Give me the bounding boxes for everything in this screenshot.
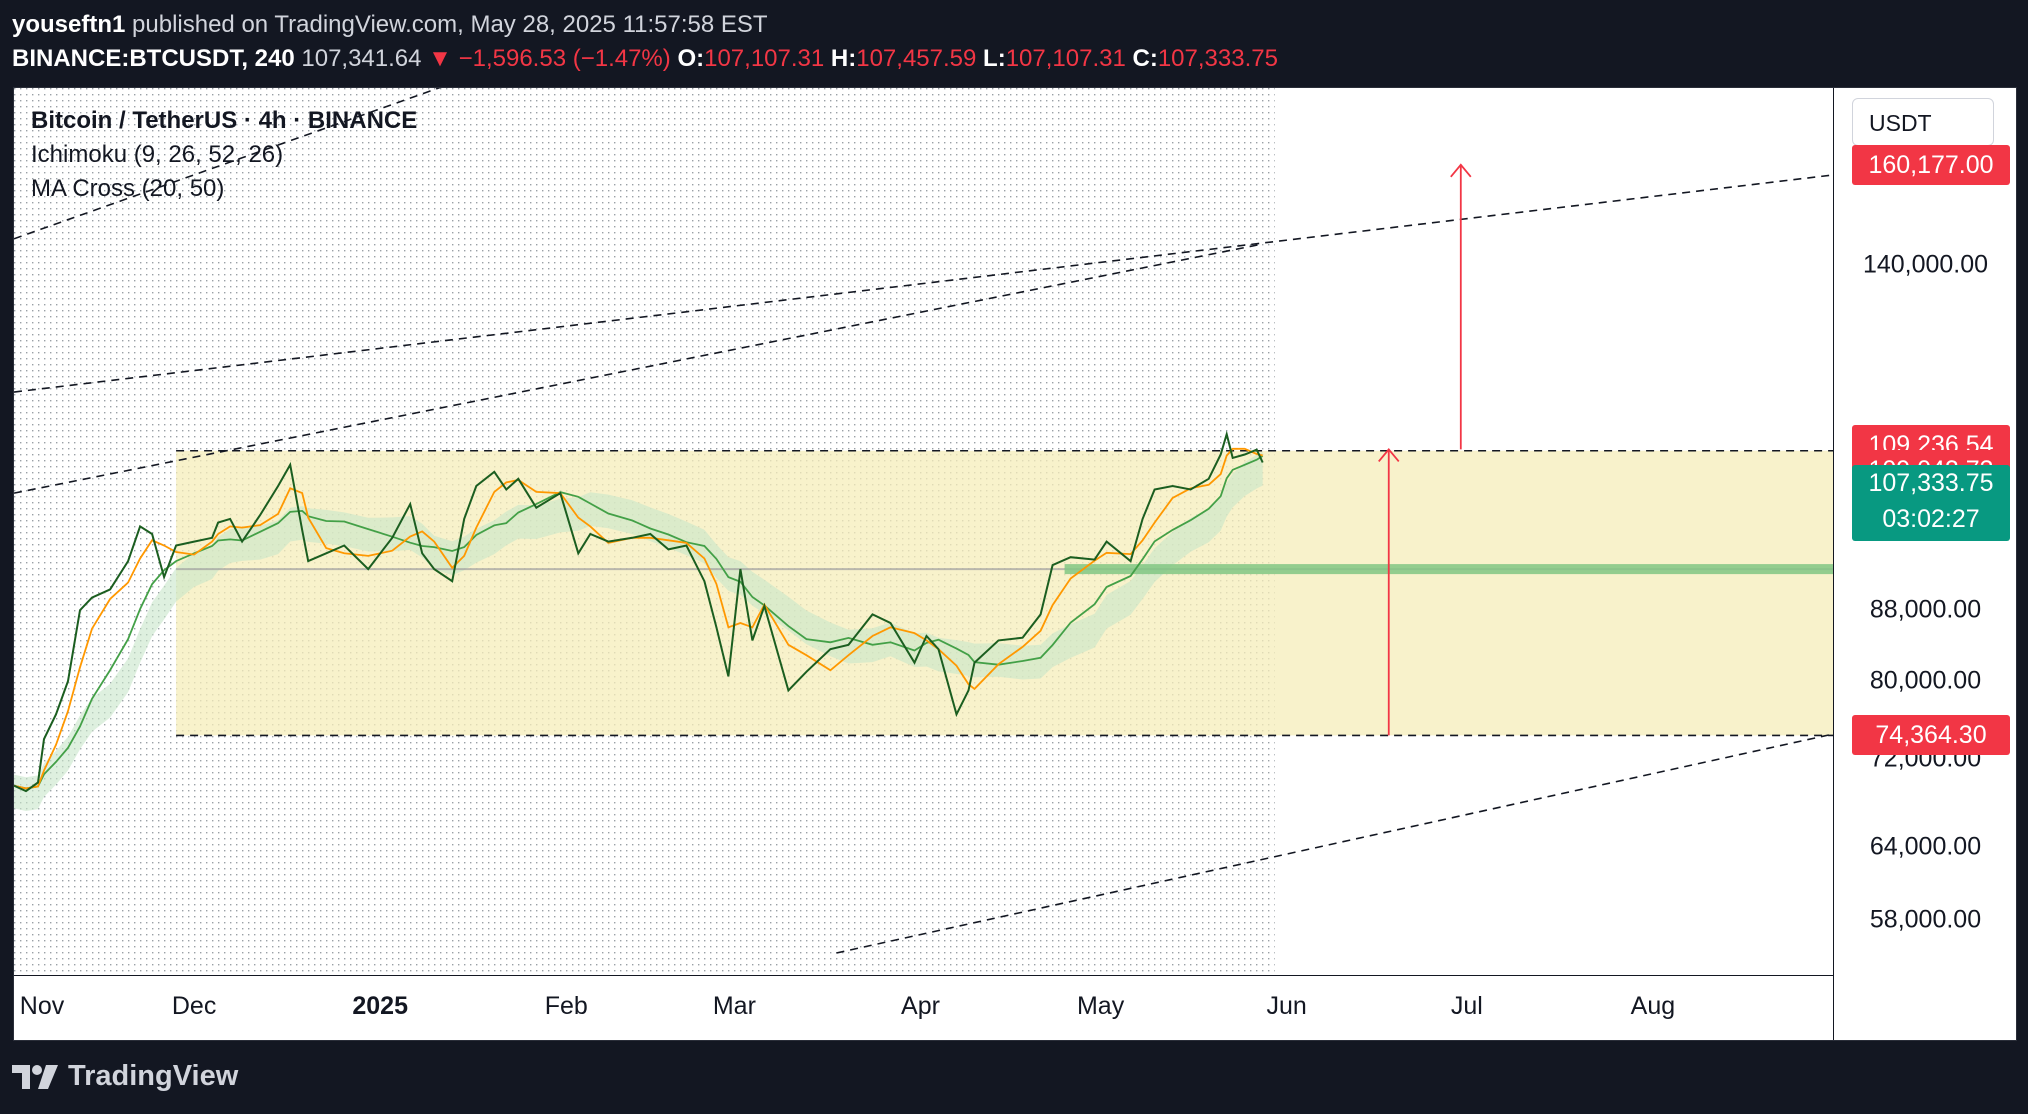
time-tick-label: 2025 [352,992,408,1020]
price-tick-label: 80,000.00 [1869,666,1982,695]
low-label: L: [983,45,1006,72]
range-box [176,450,1833,736]
open-label: O: [677,45,705,72]
legend-ichimoku[interactable]: Ichimoku (9, 26, 52, 26) [31,141,284,168]
legend-ma-cross[interactable]: MA Cross (20, 50) [31,175,225,202]
channel-line-4 [836,733,1833,954]
time-tick-label: Nov [19,992,65,1020]
price-line [14,430,1264,793]
author-name[interactable]: youseftn1 [12,11,126,38]
projection-arrowhead-2 [1450,163,1472,178]
ohlc-line: BINANCE:BTCUSDT, 240 107,341.64 ▼ −1,596… [12,42,2012,76]
footer: TradingView [12,1060,238,1093]
price-tag-target: 160,177.00 [1852,144,2010,185]
last-price-value: 107,333.75 [1868,469,1994,498]
chart-plot[interactable] [14,88,1833,975]
time-axis[interactable]: Nov Dec 2025 Feb Mar Apr May Jun Jul Aug [14,975,1833,1040]
channel-line-1 [14,88,442,240]
close-value: 107,333.75 [1157,45,1278,72]
time-tick-label: Jun [1266,992,1307,1020]
open-value: 107,107.31 [704,45,825,72]
time-tick-label: Mar [712,992,756,1020]
publish-info: published on TradingView.com, May 28, 20… [132,11,768,38]
chart-header: youseftn1 published on TradingView.com, … [12,8,2012,76]
tradingview-logo-icon[interactable] [12,1063,60,1091]
currency-selector[interactable]: USDT [1852,98,1994,146]
price-axis[interactable]: USDT 140,000.00100,000.0088,000.0080,000… [1833,88,2016,1040]
ma-slow-line [14,455,1264,790]
legend-title[interactable]: Bitcoin / TetherUS · 4h · BINANCE [31,107,418,134]
ma-fast-line [14,447,1263,790]
high-value: 107,457.59 [856,45,977,72]
price-tick-label: 58,000.00 [1869,905,1982,934]
symbol-label: BINANCE:BTCUSDT, 240 [12,45,295,72]
publish-line: youseftn1 published on TradingView.com, … [12,8,2012,42]
last-price: 107,341.64 [301,45,422,72]
support-zone-bar [1064,564,1833,575]
tradingview-brand[interactable]: TradingView [68,1060,239,1092]
close-label: C: [1132,45,1158,72]
high-label: H: [830,45,857,72]
price-tick-label: 88,000.00 [1869,595,1982,624]
price-tick-label: 140,000.00 [1862,250,1989,279]
ichimoku-cloud [14,451,1263,811]
price-change: −1,596.53 (−1.47%) [458,45,671,72]
down-arrow-icon: ▼ [428,45,452,72]
time-tick-label: Aug [1630,992,1676,1020]
channel-line-3 [14,243,1263,494]
time-tick-label: Apr [901,992,940,1020]
time-tick-label: May [1076,992,1125,1020]
price-tag-last: 107,333.75 03:02:27 [1852,465,2010,542]
price-tick-label: 64,000.00 [1869,832,1982,861]
chart-legend: Bitcoin / TetherUS · 4h · BINANCE Ichimo… [31,104,417,206]
projection-arrowhead-1 [1378,448,1400,463]
bar-countdown: 03:02:27 [1882,505,1980,534]
channel-line-2 [14,174,1833,393]
time-tick-label: Feb [544,992,588,1020]
price-tag-range-low: 74,364.30 [1852,715,2010,756]
time-tick-label: Dec [171,992,217,1020]
low-value: 107,107.31 [1005,45,1126,72]
time-tick-label: Jul [1450,992,1483,1020]
chart-frame: Bitcoin / TetherUS · 4h · BINANCE Ichimo… [13,87,2017,1041]
